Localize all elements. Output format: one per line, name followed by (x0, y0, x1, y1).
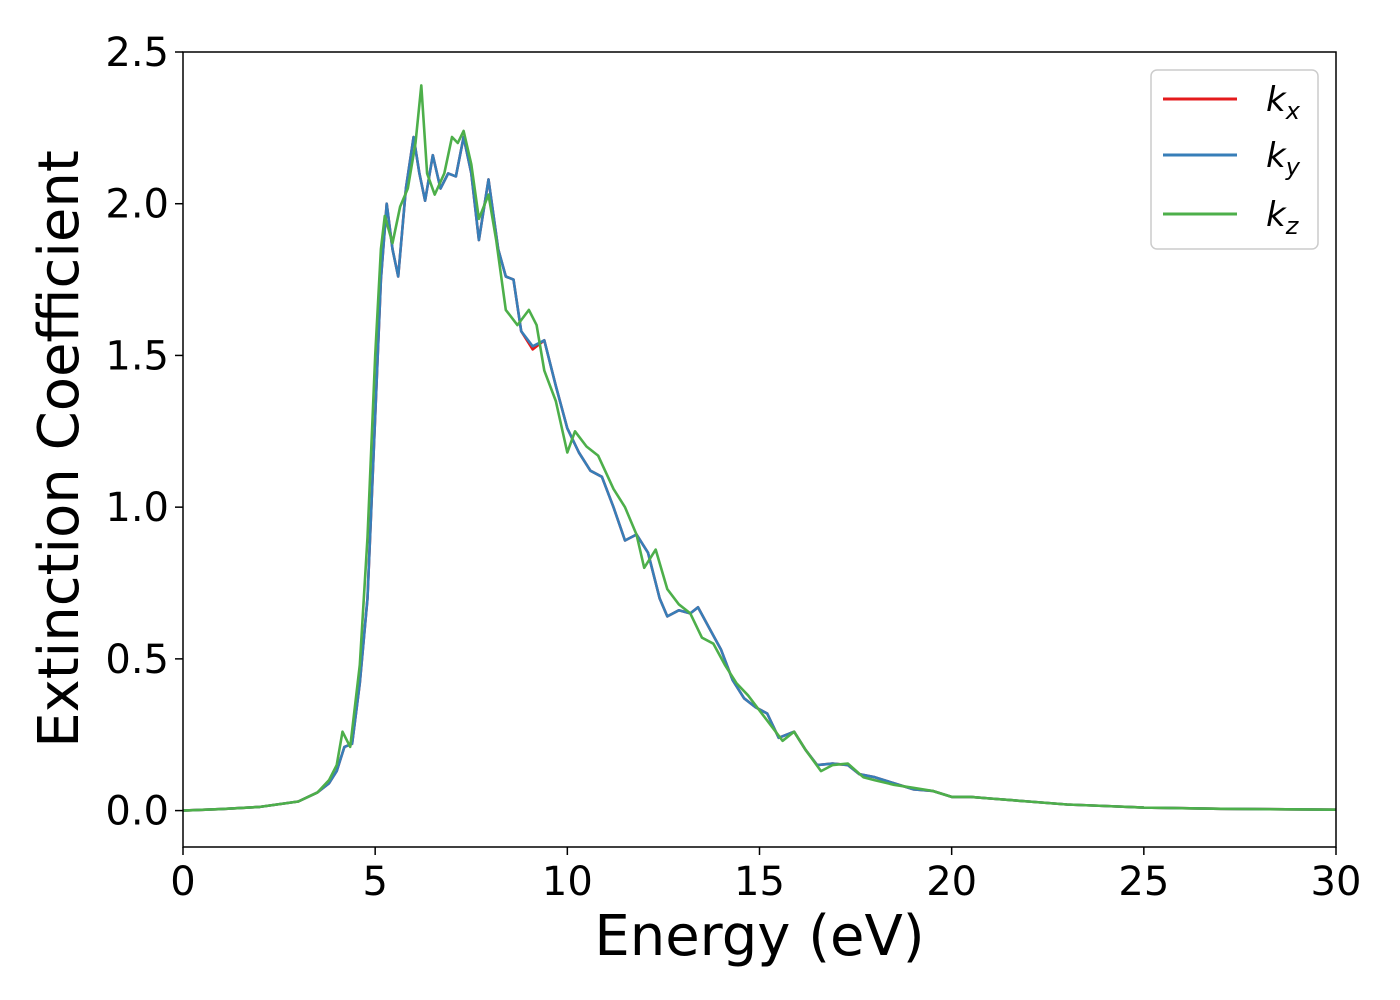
legend-label-kx-sub: x (1285, 97, 1301, 125)
y-axis-label: Extinction Coefficient (27, 150, 92, 748)
legend-label-ky-main: k (1266, 136, 1287, 176)
legend-label-ky: ky (1266, 136, 1301, 181)
x-tick-label: 0 (170, 859, 195, 905)
legend-label-kz-main: k (1266, 195, 1287, 235)
legend: kx ky kz (1150, 69, 1319, 250)
x-tick-label: 10 (542, 859, 593, 905)
y-tick-label: 1.0 (105, 485, 169, 531)
legend-box (1150, 69, 1319, 250)
x-tick-label: 5 (362, 859, 387, 905)
y-tick-label: 2.0 (105, 182, 169, 228)
y-tick-label: 2.5 (105, 30, 169, 76)
y-axis-ticks: 0.0 0.5 1.0 1.5 2.0 2.5 (105, 30, 183, 835)
x-tick-label: 15 (734, 859, 785, 905)
y-tick-label: 0.0 (105, 789, 169, 835)
plot-background (183, 52, 1336, 847)
legend-label-kx: kx (1266, 80, 1301, 125)
x-axis-label: Energy (eV) (594, 904, 924, 969)
legend-label-ky-sub: y (1285, 153, 1301, 181)
y-tick-label: 1.5 (105, 333, 169, 379)
legend-label-kz-sub: z (1285, 212, 1300, 240)
x-tick-label: 20 (926, 859, 977, 905)
series-line-ky (182, 135, 1337, 812)
series-line-kz (182, 84, 1337, 812)
legend-label-kz: kz (1266, 195, 1300, 240)
x-tick-label: 30 (1311, 859, 1362, 905)
legend-label-kx-main: k (1266, 80, 1287, 120)
series-group (182, 84, 1337, 812)
y-tick-label: 0.5 (105, 637, 169, 683)
x-axis-ticks: 0 5 10 15 20 25 30 (170, 847, 1361, 905)
x-tick-label: 25 (1118, 859, 1169, 905)
